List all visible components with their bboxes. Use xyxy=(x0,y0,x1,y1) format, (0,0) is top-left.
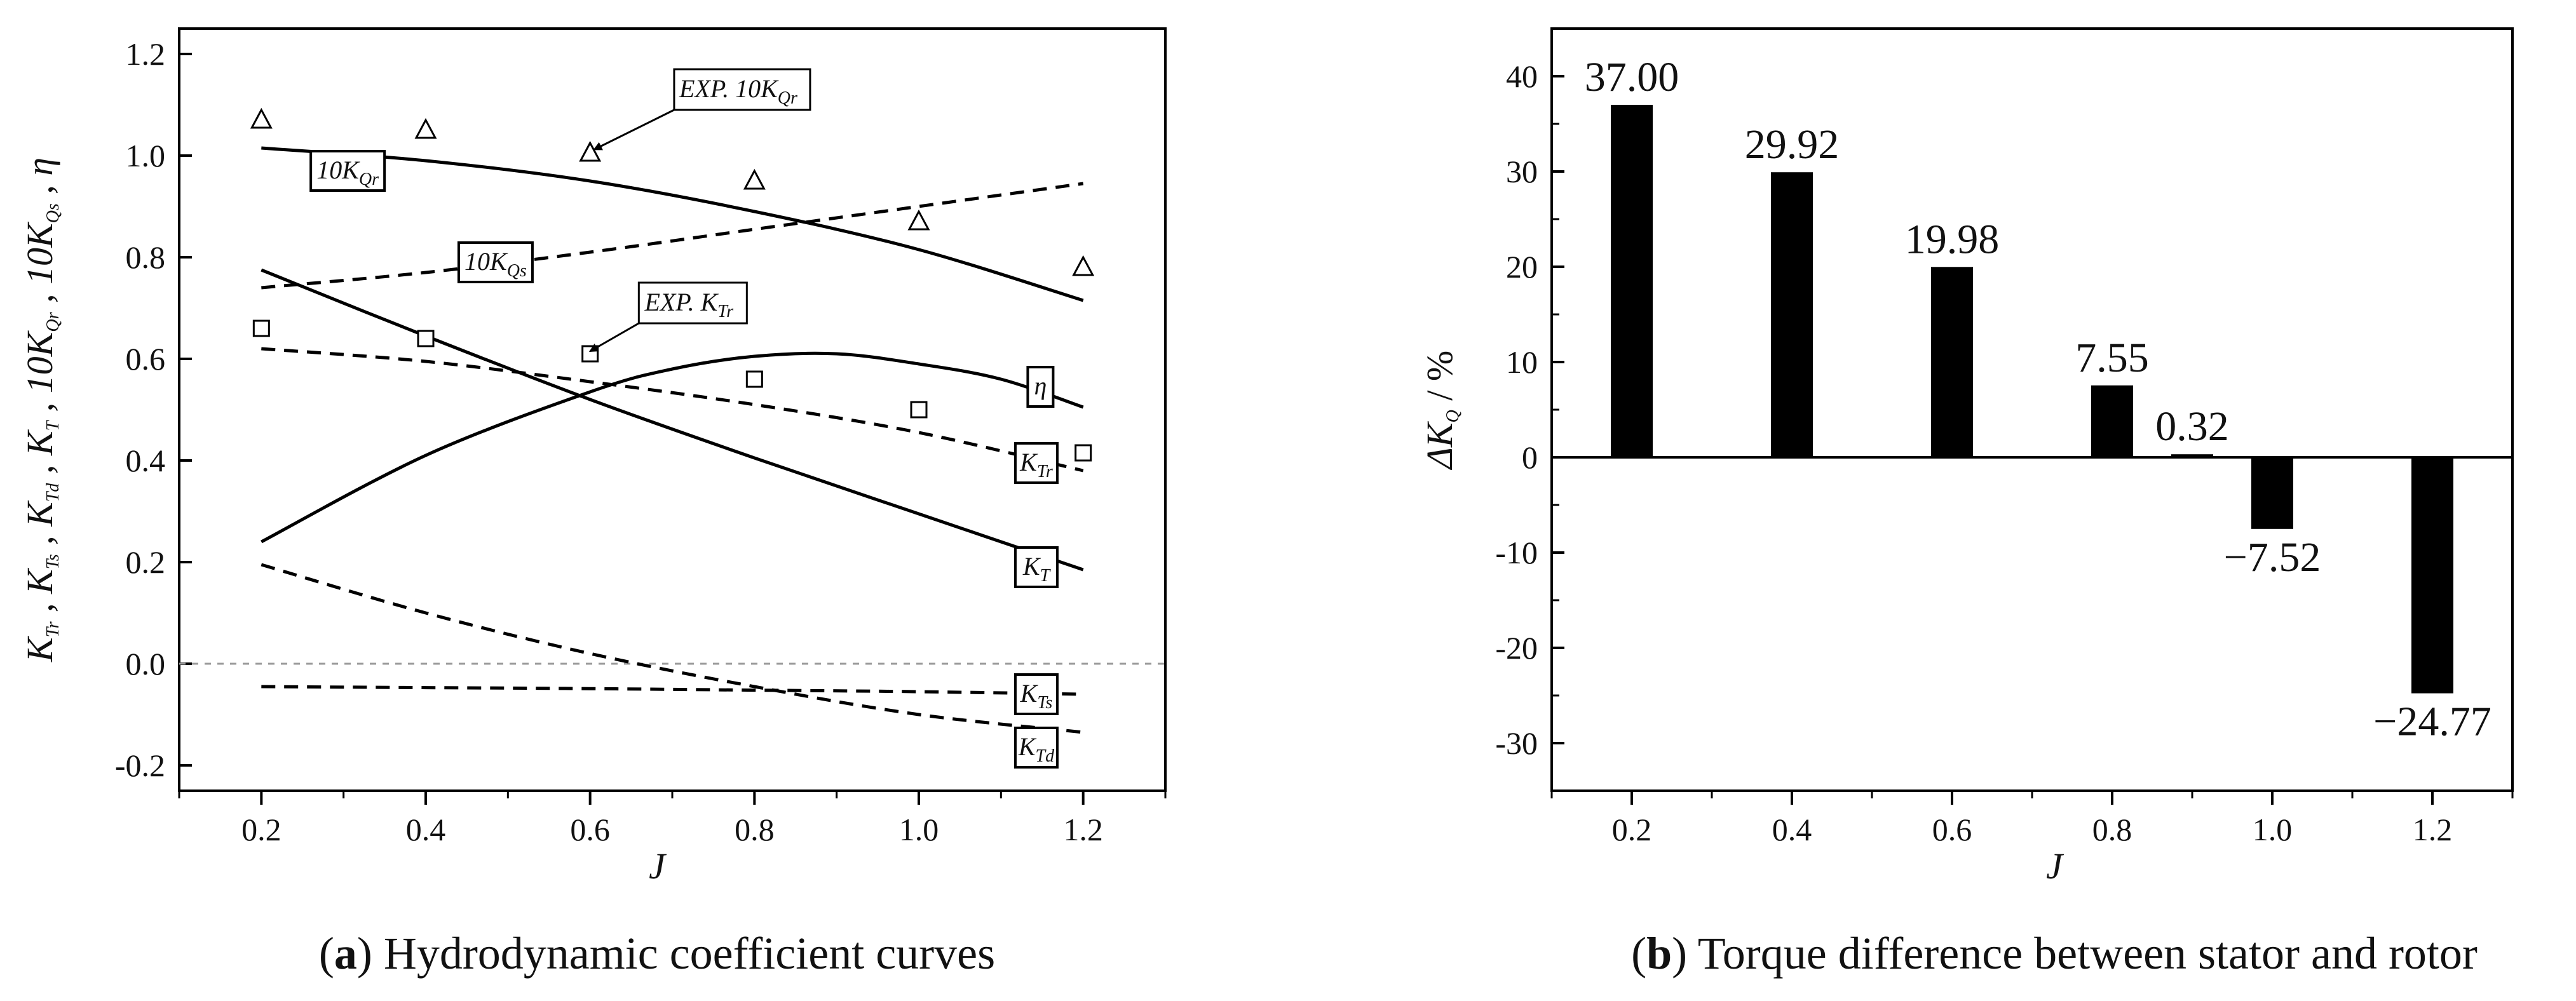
bar xyxy=(2171,454,2213,457)
x-axis-label-b: J xyxy=(2046,845,2064,887)
x-tick-label-b: 0.8 xyxy=(2092,812,2132,847)
series-line- xyxy=(261,351,1084,544)
label-text-l10kqs: 10KQs xyxy=(464,247,527,281)
x-axis-label-a: J xyxy=(649,845,667,887)
marker-triangle xyxy=(743,168,766,190)
bar xyxy=(2091,385,2133,457)
y-tick-label-b: 0 xyxy=(1522,440,1538,475)
marker-square xyxy=(1074,444,1092,462)
label-box-lktd xyxy=(1013,727,1059,769)
y-tick-label-b: 20 xyxy=(1506,249,1538,285)
bar xyxy=(2251,457,2293,529)
x-tick-label-b: 0.4 xyxy=(1772,812,1812,847)
label-text-l10kqr: 10KQr xyxy=(316,156,379,189)
y-tick-label-a: 1.0 xyxy=(126,138,166,173)
plot-area-b xyxy=(1550,27,2514,792)
bar-data-label: 19.98 xyxy=(1905,216,2000,262)
bar-data-label: 29.92 xyxy=(1745,121,1840,168)
y-tick-label-b: 30 xyxy=(1506,154,1538,189)
x-tick-label-a: 0.4 xyxy=(406,812,446,847)
y-tick-label-a: 0.4 xyxy=(126,443,166,478)
marker-triangle xyxy=(907,209,930,231)
label-box-lkts xyxy=(1013,673,1059,715)
y-tick-label-b: 40 xyxy=(1506,58,1538,94)
callout-box xyxy=(637,281,748,325)
x-tick-label-a: 0.8 xyxy=(735,812,775,847)
label-text-lkts: KTs xyxy=(1020,679,1053,713)
marker-triangle xyxy=(1072,255,1095,276)
callout-text: EXP. KTr xyxy=(644,288,733,321)
y-tick-label-a: 0.8 xyxy=(126,239,166,275)
bar xyxy=(1931,267,1973,457)
bar xyxy=(2411,457,2453,694)
y-axis-label-a: KTr , KTs , KTd , KT , 10KQr , 10KQs , η xyxy=(19,158,63,662)
callout-arrow xyxy=(588,322,640,353)
label-box-lktr xyxy=(1013,442,1059,484)
y-tick-label-a: 0.0 xyxy=(126,646,166,682)
y-tick-label-a: 1.2 xyxy=(126,36,166,72)
x-tick-label-a: 1.2 xyxy=(1063,812,1103,847)
bar-data-label: −24.77 xyxy=(2373,699,2491,745)
x-tick-label-b: 0.6 xyxy=(1932,812,1972,847)
marker-triangle xyxy=(579,140,602,162)
series-line-kt xyxy=(261,268,1084,572)
caption-b: (b) Torque difference between stator and… xyxy=(1631,928,2478,979)
x-tick-label-b: 1.0 xyxy=(2253,812,2293,847)
x-tick-label-a: 0.6 xyxy=(570,812,610,847)
label-text-lktr: KTr xyxy=(1019,448,1053,481)
label-text-leta: η xyxy=(1034,372,1047,400)
marker-triangle xyxy=(414,118,437,139)
x-tick-label-b: 1.2 xyxy=(2413,812,2453,847)
label-box-l10kqr xyxy=(309,150,386,192)
bar xyxy=(1771,172,1813,457)
marker-square xyxy=(910,401,928,419)
series-line-10kqr xyxy=(261,146,1084,302)
marker-triangle xyxy=(250,107,273,129)
marker-square xyxy=(745,370,763,388)
marker-square xyxy=(252,319,270,337)
label-box-l10kqs xyxy=(457,241,534,283)
x-tick-label-a: 1.0 xyxy=(899,812,939,847)
label-box-lkt xyxy=(1013,546,1059,588)
caption-a-text: Hydrodynamic coefficient curves xyxy=(372,928,995,979)
caption-b-text: Torque difference between stator and rot… xyxy=(1687,928,2478,979)
callout-box xyxy=(673,68,811,111)
caption-b-letter: b xyxy=(1646,928,1672,979)
y-tick-label-b: -30 xyxy=(1495,725,1538,761)
label-text-lktd: KTd xyxy=(1018,732,1055,766)
series-line-ktd xyxy=(261,563,1083,734)
bar-data-label: 0.32 xyxy=(2155,403,2229,450)
panel-a: -0.2 0.0 0.2 0.4 0.6 0.8 1.0 1.2 0.2 0.4 0.6 0.8 1.… xyxy=(19,27,1167,979)
bar-data-label: 37.00 xyxy=(1585,54,1679,100)
y-axis-label-b: ΔKQ / % xyxy=(1419,351,1463,470)
y-tick-label-a: 0.2 xyxy=(126,544,166,580)
callout-text: EXP. 10KQr xyxy=(679,74,797,108)
y-tick-label-b: -10 xyxy=(1495,535,1538,570)
y-tick-label-b: 10 xyxy=(1506,344,1538,380)
series-line-ktr xyxy=(261,347,1084,473)
label-box-leta xyxy=(1026,366,1055,408)
bar-data-label: 7.55 xyxy=(2075,335,2149,381)
y-tick-label-b: -20 xyxy=(1495,630,1538,666)
bar xyxy=(1611,105,1653,457)
series-line-10kqs xyxy=(261,182,1084,290)
caption-a: (a) Hydrodynamic coefficient curves xyxy=(319,928,995,979)
x-tick-label-a: 0.2 xyxy=(241,812,281,847)
y-tick-label-a: -0.2 xyxy=(115,748,165,783)
label-text-lkt: KT xyxy=(1022,552,1052,586)
caption-a-letter: a xyxy=(334,928,357,979)
series-line-kts xyxy=(261,685,1083,696)
x-tick-label-b: 0.2 xyxy=(1612,812,1652,847)
bar-data-label: −7.52 xyxy=(2224,534,2321,581)
callout-arrow xyxy=(593,109,675,151)
panel-b: -30 -20 -10 0 10 20 30 40 0.2 0.4 0.6 0.8 1.0 1.2 37… xyxy=(1419,27,2514,979)
y-tick-label-a: 0.6 xyxy=(126,341,166,377)
marker-square xyxy=(417,330,435,347)
